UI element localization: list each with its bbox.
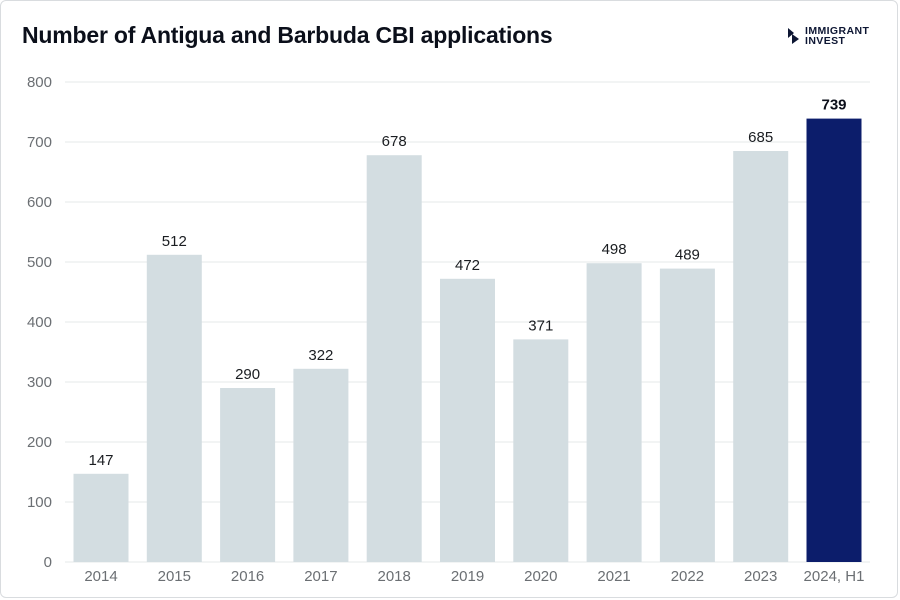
bar [220,388,276,562]
data-label: 489 [675,247,700,264]
data-label: 371 [528,317,553,334]
x-tick-label: 2020 [524,568,557,585]
y-tick-label: 500 [27,254,52,271]
bar [586,263,642,562]
x-tick-label: 2015 [158,568,191,585]
data-label: 472 [455,257,480,274]
y-tick-label: 100 [27,494,52,511]
bar [806,118,862,562]
x-tick-label: 2022 [671,568,704,585]
data-label: 290 [235,366,260,383]
x-tick-label: 2023 [744,568,777,585]
y-tick-label: 0 [44,554,52,571]
x-tick-label: 2014 [84,568,117,585]
y-tick-label: 600 [27,194,52,211]
data-label: 147 [88,452,113,469]
x-tick-label: 2024, H1 [804,568,865,585]
data-label: 678 [382,133,407,150]
data-label: 685 [748,129,773,146]
chevron-logo-icon [788,28,799,44]
bar [513,339,569,562]
y-tick-label: 200 [27,434,52,451]
y-tick-label: 400 [27,314,52,331]
x-tick-label: 2018 [378,568,411,585]
y-tick-label: 800 [27,74,52,91]
bar [293,368,349,562]
brand-line-2: INVEST [805,35,846,47]
x-tick-label: 2017 [304,568,337,585]
bar [440,278,495,562]
brand-logo: IMMIGRANT INVEST [787,26,869,46]
data-label: 512 [162,233,187,250]
data-label: 739 [821,97,846,114]
y-tick-label: 300 [27,374,52,391]
bar [73,473,129,562]
bar [659,268,715,562]
x-tick-label: 2016 [231,568,264,585]
chart-title: Number of Antigua and Barbuda CBI applic… [22,22,553,48]
x-tick-label: 2019 [451,568,484,585]
bar [733,151,789,562]
data-label: 498 [602,241,627,258]
data-label: 322 [308,347,333,364]
y-tick-label: 700 [27,134,52,151]
x-tick-label: 2021 [597,568,630,585]
bar [366,155,422,562]
bar [146,254,202,563]
brand-line-1: IMMIGRANT [805,25,870,37]
